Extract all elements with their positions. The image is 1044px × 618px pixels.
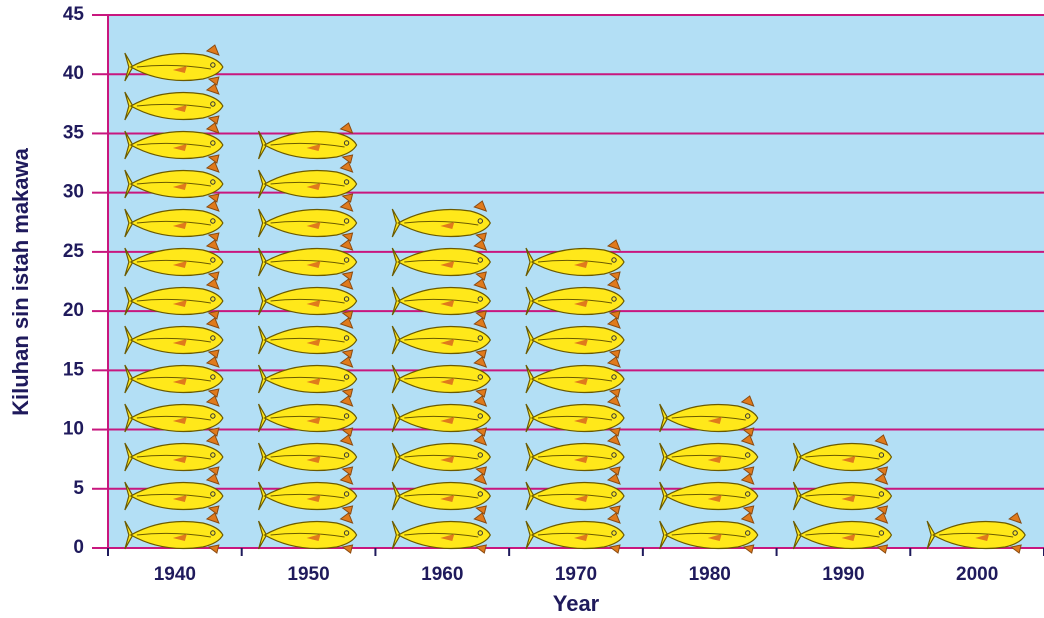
y-tick-label: 25	[63, 241, 85, 262]
y-tick-label: 30	[63, 182, 84, 203]
x-tick-label: 1990	[822, 564, 864, 585]
x-tick-label: 1960	[421, 564, 463, 585]
y-tick-label: 20	[63, 300, 84, 321]
x-tick-label: 2000	[956, 564, 998, 585]
x-tick-label: 1980	[689, 564, 731, 585]
y-axis-title: Kiluhan sin istah makawa	[8, 147, 33, 416]
x-tick-label: 1970	[555, 564, 597, 585]
x-tick-label: 1940	[154, 564, 196, 585]
y-tick-label: 15	[63, 359, 85, 380]
y-tick-label: 45	[63, 4, 85, 25]
fish-stack	[792, 434, 893, 554]
y-tick-label: 5	[73, 478, 84, 499]
x-axis-title: Year	[553, 591, 600, 616]
x-tick-label: 1950	[287, 564, 329, 585]
y-tick-label: 40	[63, 63, 84, 84]
y-tick-label: 35	[63, 122, 85, 143]
y-tick-label: 10	[63, 419, 84, 440]
y-tick-label: 0	[73, 537, 84, 558]
